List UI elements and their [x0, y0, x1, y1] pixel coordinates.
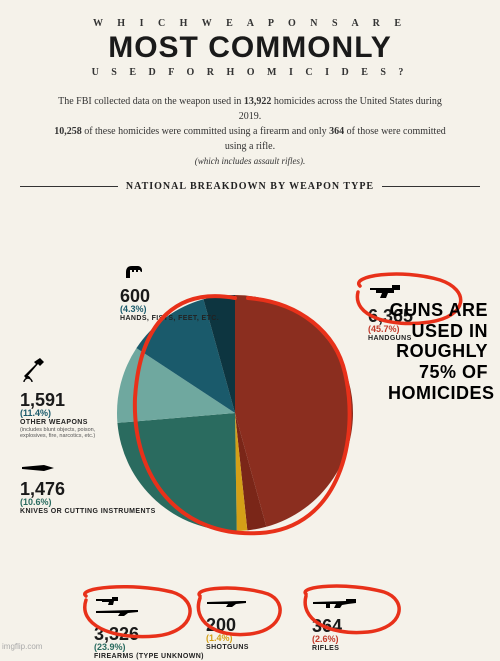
label-shotguns: 200(1.4%)SHOTGUNS: [206, 596, 249, 652]
label-value: 1,591: [20, 391, 110, 409]
label-pct: (10.6%): [20, 498, 156, 508]
header-subtitle: U S E D F O R H O M I C I D E S ?: [20, 67, 480, 78]
label-rifles: 364(2.6%)RIFLES: [312, 596, 358, 653]
knives-icon: [20, 460, 156, 478]
label-pct: (23.9%): [94, 643, 204, 653]
intro-stat-rifles: 364: [329, 126, 344, 137]
label-other: 1,591(11.4%)OTHER WEAPONS(includes blunt…: [20, 354, 110, 439]
firearms_unknown-icon: [94, 596, 204, 623]
label-knives: 1,476(10.6%)KNIVES OR CUTTING INSTRUMENT…: [20, 460, 156, 516]
label-pct: (11.4%): [20, 409, 110, 419]
intro-stat-total: 13,922: [244, 96, 272, 107]
label-value: 200: [206, 616, 249, 634]
label-desc: SHOTGUNS: [206, 644, 249, 652]
label-desc: HANDS, FISTS, FEET, ETC.: [120, 315, 219, 323]
label-desc: FIREARMS (TYPE UNKNOWN): [94, 653, 204, 661]
label-desc: OTHER WEAPONS: [20, 419, 110, 427]
header-eyebrow: W H I C H W E A P O N S A R E: [20, 18, 480, 29]
label-value: 364: [312, 617, 358, 635]
label-desc: RIFLES: [312, 645, 358, 653]
label-value: 600: [120, 287, 219, 305]
intro-text: The FBI collected data on the weapon use…: [58, 96, 244, 107]
header: W H I C H W E A P O N S A R E MOST COMMO…: [0, 0, 500, 86]
other-icon: [20, 354, 110, 389]
label-hands: 600(4.3%)HANDS, FISTS, FEET, ETC.: [120, 262, 219, 323]
section-title: NATIONAL BREAKDOWN BY WEAPON TYPE: [126, 181, 374, 192]
label-firearms_unknown: 3,326(23.9%)FIREARMS (TYPE UNKNOWN): [94, 596, 204, 661]
rifles-icon: [312, 596, 358, 615]
label-pct: (1.4%): [206, 634, 249, 644]
hands-icon: [120, 262, 219, 285]
header-title: MOST COMMONLY: [20, 31, 480, 65]
divider-rule: [20, 186, 118, 187]
label-value: 3,326: [94, 625, 204, 643]
label-pct: (4.3%): [120, 305, 219, 315]
overlay-callout: GUNS ARE USED IN ROUGHLY 75% OF HOMICIDE…: [388, 300, 488, 403]
label-desc: KNIVES OR CUTTING INSTRUMENTS: [20, 508, 156, 516]
label-value: 1,476: [20, 480, 156, 498]
label-subdesc: (includes blunt objects, poison, explosi…: [20, 427, 110, 439]
intro-paragraph: The FBI collected data on the weapon use…: [0, 86, 500, 175]
chart-area: 6,365(45.7%)HANDGUNS364(2.6%)RIFLES200(1…: [0, 198, 500, 658]
section-divider: NATIONAL BREAKDOWN BY WEAPON TYPE: [0, 175, 500, 198]
intro-stat-firearms: 10,258: [54, 126, 82, 137]
intro-text: of these homicides were committed using …: [82, 126, 329, 137]
intro-note: (which includes assault rifles).: [195, 156, 306, 166]
shotguns-icon: [206, 596, 249, 614]
label-pct: (2.6%): [312, 635, 358, 645]
watermark: imgflip.com: [2, 642, 42, 651]
divider-rule: [382, 186, 480, 187]
